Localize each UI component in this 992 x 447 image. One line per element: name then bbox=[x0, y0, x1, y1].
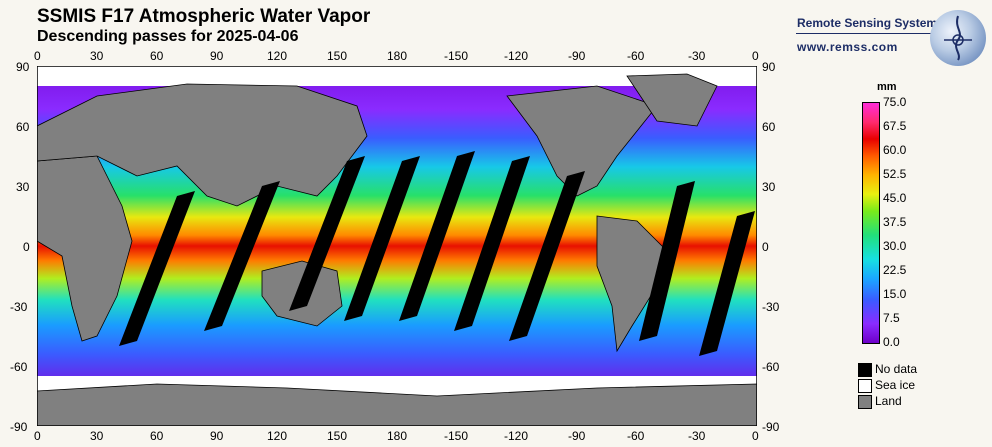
no-data-swath bbox=[344, 156, 420, 321]
x-tick-bottom: -120 bbox=[504, 429, 529, 443]
brand-url: www.remss.com bbox=[797, 40, 898, 54]
y-tick-right: 30 bbox=[762, 180, 776, 194]
y-tick-right: -60 bbox=[762, 360, 780, 374]
x-tick-bottom: 180 bbox=[387, 429, 408, 443]
x-tick-top: 90 bbox=[210, 49, 224, 63]
x-tick-bottom: -90 bbox=[568, 429, 586, 443]
colorbar-tick: 75.0 bbox=[883, 95, 907, 109]
x-tick-bottom: -150 bbox=[444, 429, 469, 443]
land-eurasia bbox=[37, 83, 368, 207]
no-data-swath bbox=[289, 156, 365, 311]
x-tick-bottom: 90 bbox=[210, 429, 224, 443]
x-tick-bottom: -30 bbox=[688, 429, 706, 443]
x-tick-top: 30 bbox=[90, 49, 104, 63]
no-data-swath bbox=[454, 156, 530, 331]
x-tick-bottom: -60 bbox=[627, 429, 645, 443]
y-tick-left: 0 bbox=[23, 240, 30, 254]
colorbar bbox=[862, 102, 880, 344]
water-vapor-map bbox=[37, 66, 757, 426]
no-data-swath bbox=[399, 151, 475, 321]
y-tick-left: 30 bbox=[16, 180, 30, 194]
colorbar-tick: 52.5 bbox=[883, 167, 907, 181]
x-tick-top: -90 bbox=[568, 49, 586, 63]
no-data-swath bbox=[509, 171, 585, 341]
colorbar-tick: 0.0 bbox=[883, 335, 900, 349]
x-tick-top: 120 bbox=[267, 49, 288, 63]
y-tick-right: -30 bbox=[762, 300, 780, 314]
y-tick-right: 0 bbox=[762, 240, 769, 254]
colorbar-tick: 30.0 bbox=[883, 239, 907, 253]
y-tick-left: 90 bbox=[16, 60, 30, 74]
no-data-swath bbox=[204, 181, 280, 331]
legend-swatch-sea-ice bbox=[858, 379, 872, 393]
x-tick-bottom: 60 bbox=[150, 429, 164, 443]
x-tick-top: -120 bbox=[504, 49, 529, 63]
colorbar-unit: mm bbox=[877, 81, 897, 93]
legend-label: Land bbox=[875, 394, 902, 408]
brand-divider bbox=[796, 33, 948, 34]
legend-swatch-land bbox=[858, 395, 872, 409]
map-title: SSMIS F17 Atmospheric Water Vapor bbox=[37, 6, 371, 27]
x-tick-bottom: 0 bbox=[34, 429, 41, 443]
arctic-ice-band bbox=[37, 66, 757, 86]
colorbar-tick: 67.5 bbox=[883, 119, 907, 133]
x-tick-top: 150 bbox=[327, 49, 348, 63]
y-tick-left: -90 bbox=[10, 420, 28, 434]
map-subtitle: Descending passes for 2025-04-06 bbox=[37, 28, 299, 45]
no-data-swath bbox=[119, 191, 195, 346]
colorbar-tick: 22.5 bbox=[883, 263, 907, 277]
colorbar-tick: 37.5 bbox=[883, 215, 907, 229]
colorbar-tick: 60.0 bbox=[883, 143, 907, 157]
land-antarctica bbox=[37, 383, 757, 426]
land-north-america bbox=[506, 85, 658, 197]
y-tick-right: -90 bbox=[762, 420, 780, 434]
legend-label: Sea ice bbox=[875, 378, 916, 392]
brand-name: Remote Sensing Systems bbox=[797, 16, 944, 30]
y-tick-right: 90 bbox=[762, 60, 776, 74]
land-south-america bbox=[596, 215, 668, 353]
y-tick-left: 60 bbox=[16, 120, 30, 134]
legend-label: No data bbox=[875, 362, 918, 376]
x-tick-top: 0 bbox=[752, 49, 759, 63]
x-tick-bottom: 0 bbox=[752, 429, 759, 443]
legend-swatch-no-data bbox=[858, 363, 872, 377]
x-tick-top: -30 bbox=[688, 49, 706, 63]
colorbar-tick: 7.5 bbox=[883, 311, 900, 325]
y-tick-left: -30 bbox=[10, 300, 28, 314]
y-tick-right: 60 bbox=[762, 120, 776, 134]
land-greenland bbox=[626, 73, 718, 127]
x-tick-bottom: 150 bbox=[327, 429, 348, 443]
no-data-swath bbox=[639, 181, 695, 341]
x-tick-top: -150 bbox=[444, 49, 469, 63]
x-tick-bottom: 120 bbox=[267, 429, 288, 443]
colorbar-tick: 15.0 bbox=[883, 287, 907, 301]
x-tick-top: 0 bbox=[34, 49, 41, 63]
colorbar-tick: 45.0 bbox=[883, 191, 907, 205]
x-tick-top: 180 bbox=[387, 49, 408, 63]
land-africa bbox=[37, 155, 133, 342]
no-data-swath bbox=[699, 211, 755, 356]
globe-logo-icon bbox=[930, 10, 986, 66]
x-tick-bottom: 30 bbox=[90, 429, 104, 443]
x-tick-top: -60 bbox=[627, 49, 645, 63]
y-tick-left: -60 bbox=[10, 360, 28, 374]
x-tick-top: 60 bbox=[150, 49, 164, 63]
